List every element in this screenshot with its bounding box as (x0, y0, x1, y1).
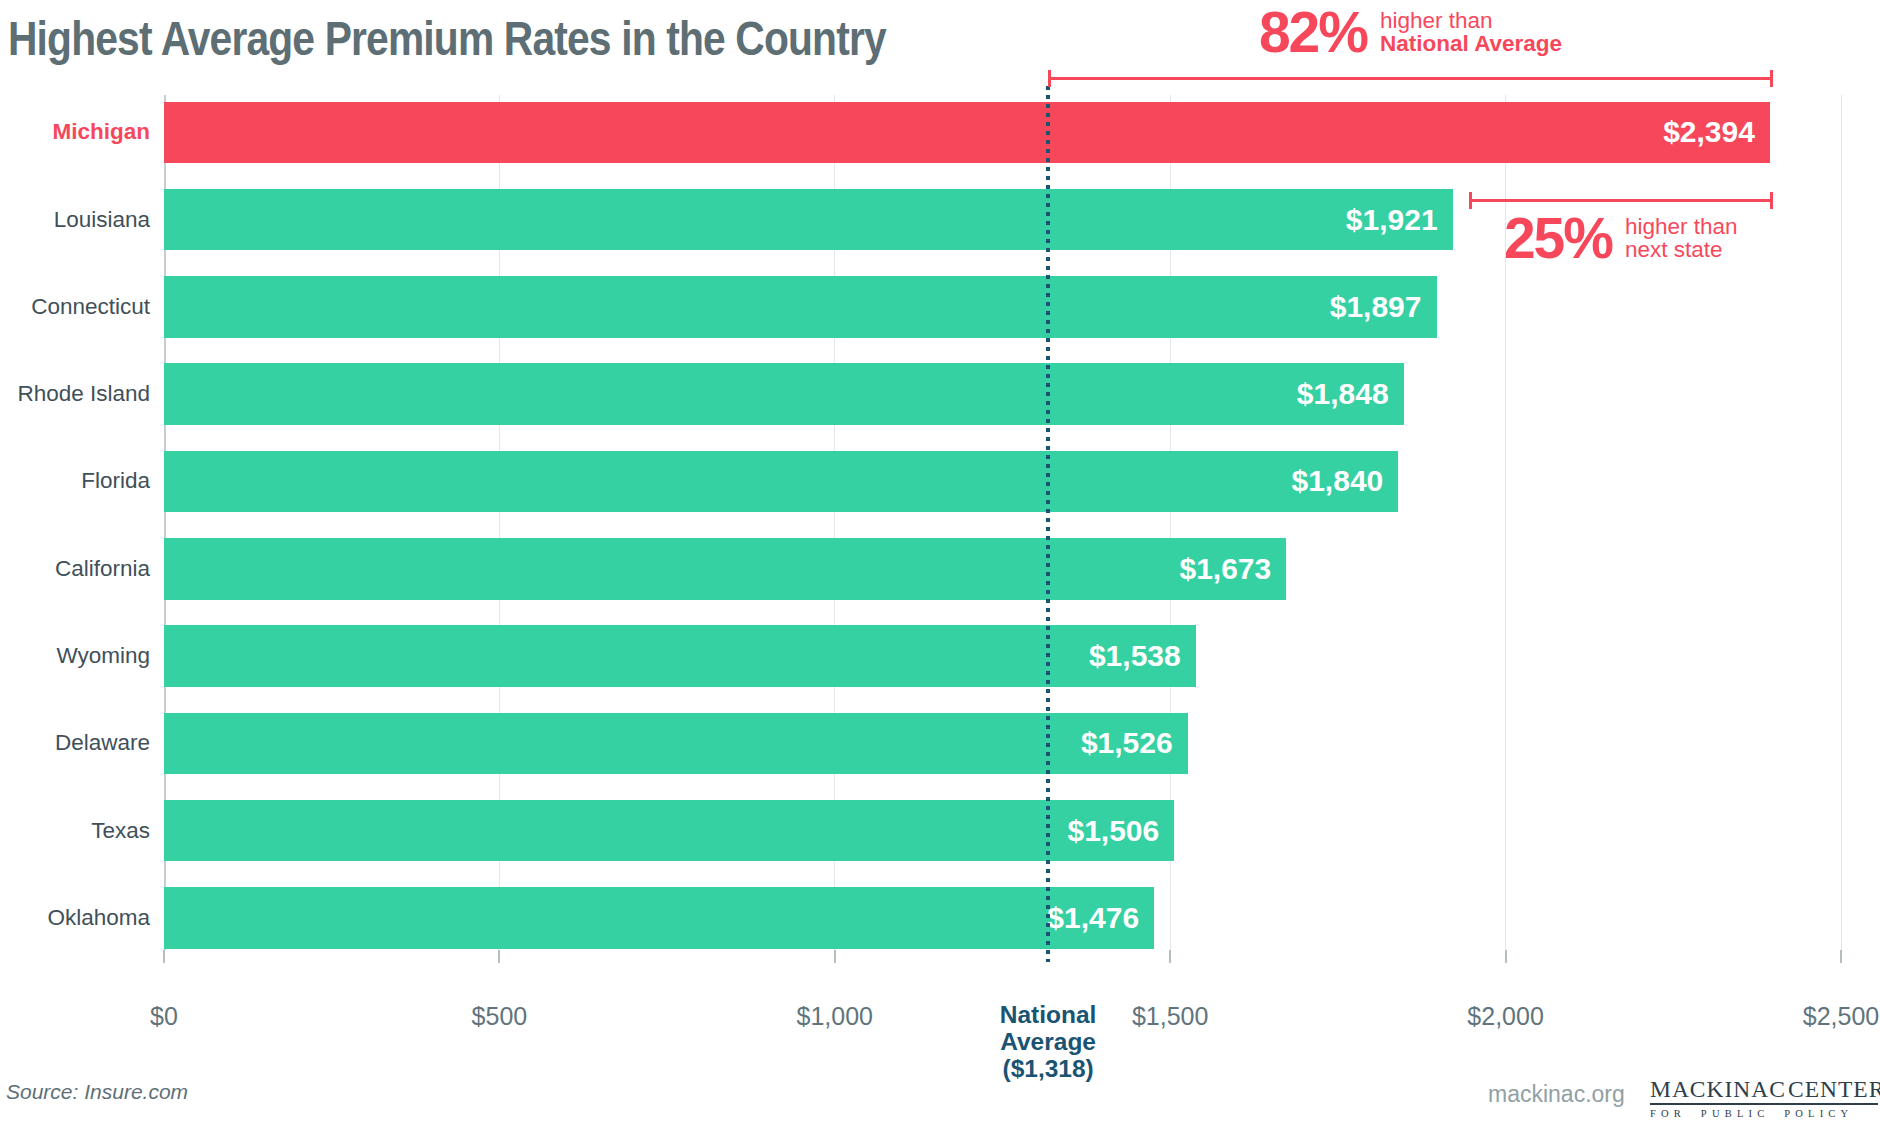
annotation-caption-line2: National Average (1380, 32, 1562, 56)
bar-value-label: $2,394 (1663, 102, 1755, 164)
bar-value-label: $1,673 (1179, 538, 1271, 600)
axis-tick-label: $1,000 (765, 1002, 905, 1031)
bar: $1,848 (164, 363, 1404, 425)
annotation-bracket-cap (1469, 192, 1472, 209)
axis-tick (1505, 950, 1507, 963)
annotation-bracket-cap (1770, 70, 1773, 87)
mackinac-center-logo: MACKINAC CENTER FOR PUBLIC POLICY (1650, 1060, 1878, 1119)
bar-value-label: $1,848 (1297, 363, 1389, 425)
bar-value-label: $1,538 (1089, 625, 1181, 687)
row-label: Wyoming (0, 625, 150, 687)
national-average-line (1046, 86, 1050, 962)
bar-value-label: $1,921 (1346, 189, 1438, 251)
annotation-bracket-line (1469, 199, 1773, 202)
axis-tick-label: $2,000 (1436, 1002, 1576, 1031)
national-average-label-line: Average (928, 1028, 1168, 1055)
logo-wordmark: MACKINAC CENTER (1650, 1060, 1878, 1101)
bar: $1,526 (164, 713, 1188, 775)
annotation-percentage: 82% (1259, 6, 1367, 58)
annotation-bracket-cap (1048, 70, 1051, 87)
national-average-label-line: ($1,318) (928, 1055, 1168, 1082)
annotation-caption-line1: higher than (1625, 215, 1738, 239)
annotation-caption: higher thanNational Average (1380, 9, 1562, 56)
annotation-text: 25% higher thannext state (1504, 212, 1738, 264)
annotation-percentage: 25% (1504, 212, 1612, 264)
row-label: Michigan (0, 102, 150, 164)
row-label: Louisiana (0, 189, 150, 251)
row-label: California (0, 538, 150, 600)
axis-tick (163, 950, 165, 963)
annotation-caption: higher thannext state (1625, 215, 1738, 262)
bar: $1,840 (164, 451, 1398, 513)
row-label: Connecticut (0, 276, 150, 338)
annotation-text: 82% higher thanNational Average (1259, 6, 1562, 58)
annotation-bracket-line (1048, 77, 1773, 80)
bar: $1,921 (164, 189, 1453, 251)
bar: $1,476 (164, 887, 1154, 949)
gridline (1841, 95, 1842, 950)
row-label: Delaware (0, 713, 150, 775)
row-label: Texas (0, 800, 150, 862)
website-url: mackinac.org (1488, 1081, 1625, 1108)
axis-tick-label: $2,500 (1771, 1002, 1880, 1031)
axis-tick (1169, 950, 1171, 963)
bar: $1,538 (164, 625, 1196, 687)
source-note: Source: Insure.com (6, 1080, 188, 1104)
logo-word-center: CENTER (1788, 1077, 1880, 1101)
annotation-caption-line1: higher than (1380, 9, 1562, 33)
axis-tick (498, 950, 500, 963)
bar-highlight: $2,394 (164, 102, 1770, 164)
national-average-label: NationalAverage($1,318) (928, 1001, 1168, 1082)
row-label: Oklahoma (0, 887, 150, 949)
axis-tick-label: $0 (94, 1002, 234, 1031)
annotation-bracket-cap (1770, 192, 1773, 209)
annotation-caption-line2: next state (1625, 238, 1738, 262)
logo-word-mackinac: MACKINAC (1650, 1077, 1786, 1101)
infographic: Highest Average Premium Rates in the Cou… (0, 0, 1880, 1122)
bar: $1,897 (164, 276, 1437, 338)
bar-value-label: $1,506 (1067, 800, 1159, 862)
bar-value-label: $1,897 (1330, 276, 1422, 338)
row-label: Florida (0, 451, 150, 513)
bar-value-label: $1,526 (1081, 713, 1173, 775)
national-average-label-line: National (928, 1001, 1168, 1028)
bar-chart: $0$500$1,000$1,500$2,000$2,500Michigan$2… (0, 0, 1880, 1122)
logo-tagline: FOR PUBLIC POLICY (1650, 1103, 1878, 1119)
bar: $1,506 (164, 800, 1174, 862)
axis-tick (834, 950, 836, 963)
row-label: Rhode Island (0, 363, 150, 425)
axis-tick-label: $500 (429, 1002, 569, 1031)
bar: $1,673 (164, 538, 1286, 600)
bar-value-label: $1,476 (1047, 887, 1139, 949)
bar-value-label: $1,840 (1292, 451, 1384, 513)
axis-tick (1840, 950, 1842, 963)
